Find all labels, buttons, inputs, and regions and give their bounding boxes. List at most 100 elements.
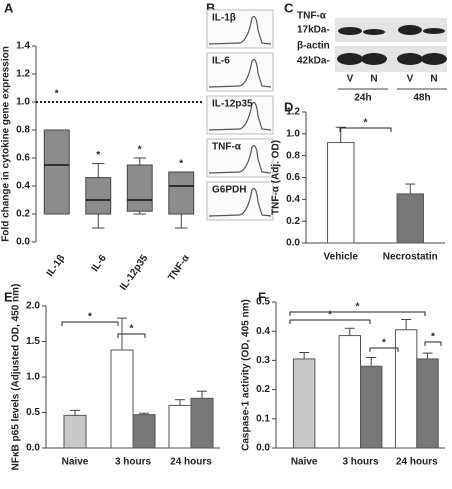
y-tick-label: 0.4 xyxy=(256,326,270,337)
trace-label: G6PDH xyxy=(212,185,246,196)
bar xyxy=(168,404,192,449)
blot-target: TNF-α xyxy=(297,11,327,22)
y-tick-label: 1.0 xyxy=(16,97,30,108)
y-tick-label: 0.2 xyxy=(16,209,30,220)
y-tick-label: 0.5 xyxy=(26,407,40,418)
blot-target: β-actin xyxy=(297,41,330,52)
y-tick-label: 1.4 xyxy=(16,41,30,52)
x-tick-label: Vehicle xyxy=(324,252,359,263)
trace xyxy=(208,187,272,217)
x-tick-label: 24 hours xyxy=(396,457,438,468)
y-axis-label: NFκB p65 levels (Adjusted OD, 450 nm) xyxy=(11,284,22,471)
bar xyxy=(132,414,156,449)
timepoint-label: 48h xyxy=(413,93,430,104)
significance-bracket xyxy=(289,319,371,324)
bar xyxy=(360,365,383,449)
blot-size: 42kDa- xyxy=(297,56,330,67)
y-axis-label: Caspase-1 activity (OD, 405 nm) xyxy=(241,299,252,451)
significance-bracket xyxy=(117,333,146,338)
trace-box xyxy=(206,138,274,178)
box xyxy=(168,171,195,215)
x-tick-label: Naive xyxy=(62,457,89,468)
x-tick-label: IL-12p35 xyxy=(118,253,151,293)
trace xyxy=(208,101,272,131)
trace xyxy=(208,144,272,174)
significance-bracket xyxy=(289,311,426,316)
bar xyxy=(396,193,424,244)
x-tick-label: IL-6 xyxy=(90,253,109,274)
lane-label: N xyxy=(370,74,377,85)
y-tick-label: 1.0 xyxy=(26,372,40,383)
bar xyxy=(416,358,439,449)
y-tick-label: 2.0 xyxy=(26,301,40,312)
trace-label: IL-1β xyxy=(212,13,236,24)
y-tick-label: 0.2 xyxy=(286,216,300,227)
y-tick-label: 0.0 xyxy=(256,443,270,454)
bar xyxy=(292,358,316,449)
significance: * xyxy=(382,338,386,349)
significance-bracket xyxy=(61,321,119,326)
y-tick-label: 1.0 xyxy=(286,128,300,139)
trace-label: TNF-α xyxy=(212,142,242,153)
bar xyxy=(338,335,361,449)
trace xyxy=(208,15,272,45)
y-tick-label: 0.6 xyxy=(16,153,30,164)
y-tick-label: 0.4 xyxy=(286,194,300,205)
y-axis-label: Fold change in cytokine gene expression xyxy=(1,46,12,242)
y-tick-label: 1.2 xyxy=(16,69,30,80)
y-tick-label: 0.1 xyxy=(256,413,270,424)
box xyxy=(85,177,112,215)
significance: * xyxy=(88,312,92,323)
panel-label: E xyxy=(4,289,13,304)
panel-label: B xyxy=(206,0,215,15)
y-tick-label: 0.5 xyxy=(256,297,270,308)
significance: * xyxy=(96,150,100,161)
y-tick-label: 1.5 xyxy=(26,336,40,347)
blot-bands xyxy=(337,25,447,65)
significance: * xyxy=(364,118,368,129)
x-tick-label: Necrostatin xyxy=(383,252,438,263)
y-tick-label: 0.8 xyxy=(16,125,30,136)
panel-label: F xyxy=(258,289,266,304)
blot-size: 17kDa- xyxy=(297,25,330,36)
y-tick-label: 0.2 xyxy=(256,384,270,395)
significance-bracket xyxy=(424,341,442,346)
trace xyxy=(208,58,272,88)
lane-label: V xyxy=(407,74,414,85)
bar xyxy=(110,349,134,449)
x-tick-label: 24 hours xyxy=(170,457,212,468)
significance-bracket xyxy=(369,347,399,352)
lane-label: N xyxy=(430,74,437,85)
bar xyxy=(63,414,87,449)
x-tick-label: IL-1β xyxy=(45,253,68,279)
y-axis-label: TNF-α (Adj. OD) xyxy=(271,140,282,215)
box xyxy=(126,164,153,212)
significance: * xyxy=(356,302,360,313)
lane-label: V xyxy=(347,74,354,85)
trace-label: IL-6 xyxy=(212,56,230,67)
bar xyxy=(394,329,418,449)
significance: * xyxy=(130,324,134,335)
panel-label: C xyxy=(284,0,294,15)
trace-box xyxy=(206,52,274,92)
box xyxy=(43,129,70,215)
y-tick-label: 0.3 xyxy=(256,355,270,366)
y-tick-label: 1.2 xyxy=(286,107,300,118)
y-tick-label: 0.0 xyxy=(286,238,300,249)
y-tick-label: 0.0 xyxy=(26,443,40,454)
y-tick-label: 0.8 xyxy=(286,150,300,161)
y-tick-label: 0.4 xyxy=(16,181,30,192)
significance: * xyxy=(431,332,435,343)
x-tick-label: 3 hours xyxy=(115,457,152,468)
significance: * xyxy=(55,89,59,100)
x-tick-label: 3 hours xyxy=(342,457,379,468)
significance-bracket xyxy=(339,127,392,132)
x-tick-label: TNF-α xyxy=(166,252,192,283)
y-tick-label: 0.6 xyxy=(286,172,300,183)
y-tick-label: 0.0 xyxy=(16,237,30,248)
panel-label: A xyxy=(4,0,14,15)
panel-label: D xyxy=(284,99,293,114)
significance: * xyxy=(179,159,183,170)
